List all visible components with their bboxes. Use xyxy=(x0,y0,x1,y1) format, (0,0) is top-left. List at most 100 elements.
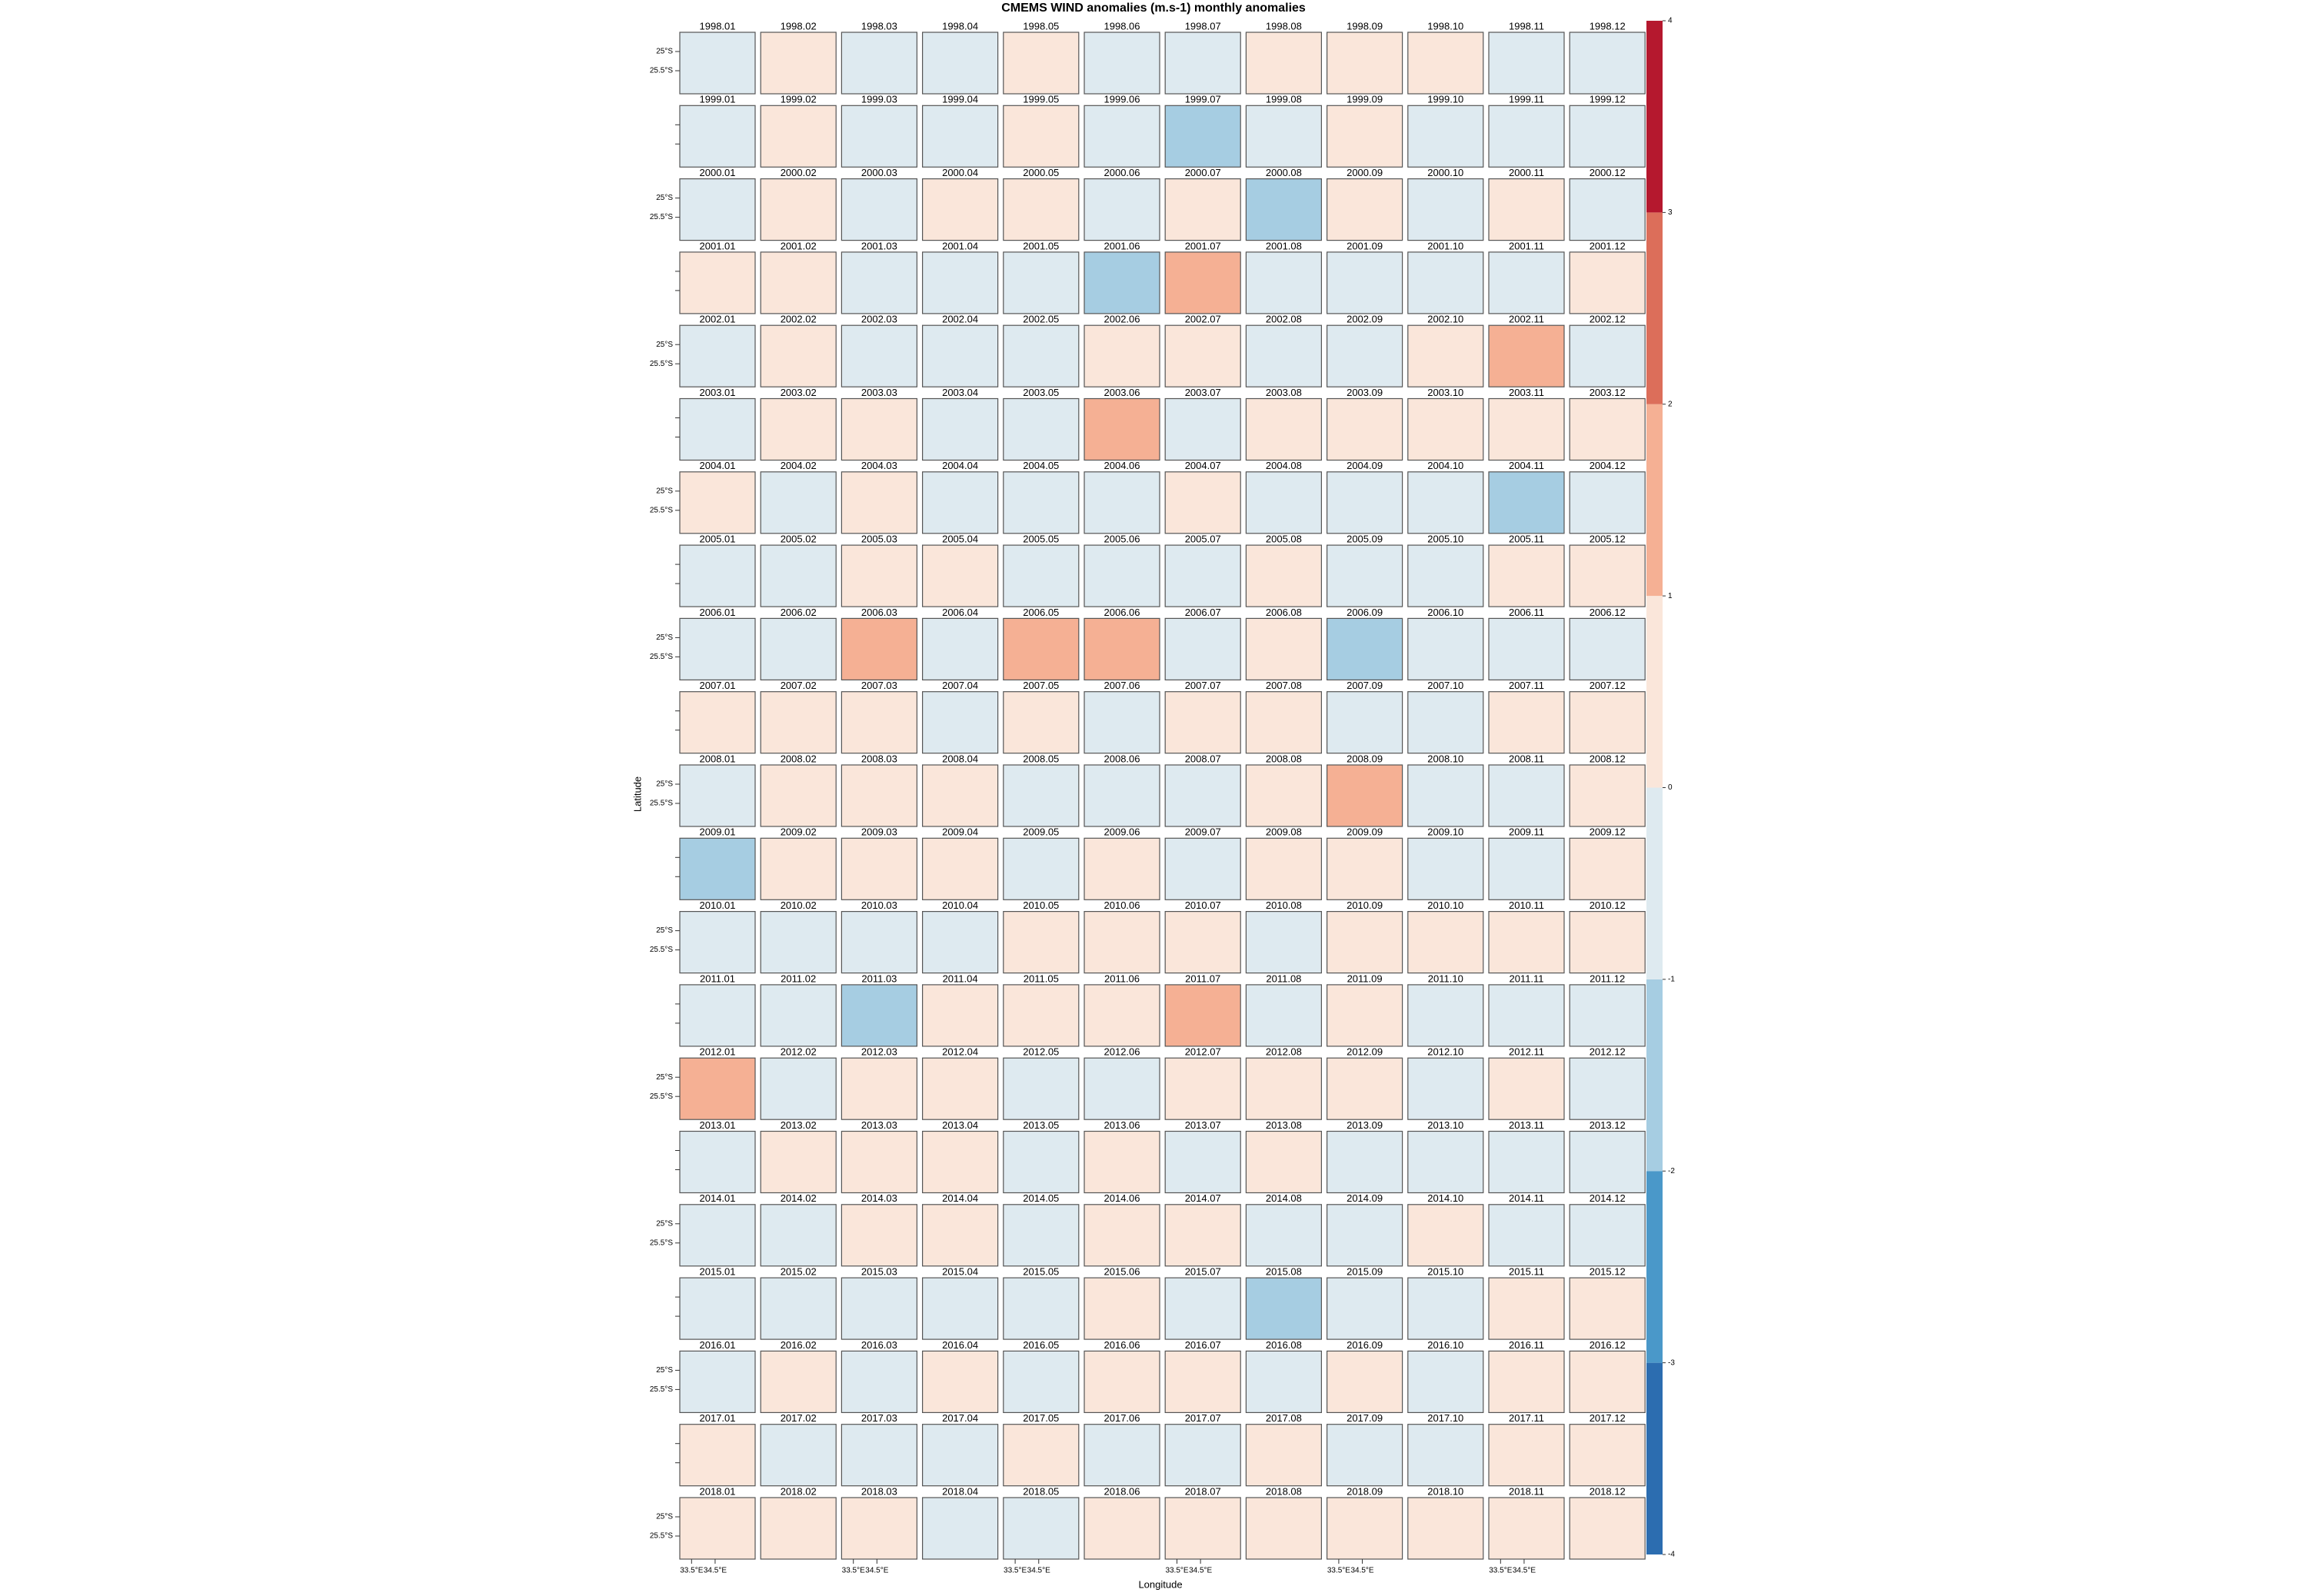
panel-title: 2007.08 xyxy=(1266,680,1302,691)
panel xyxy=(1326,397,1403,461)
panel-title: 2004.04 xyxy=(942,460,978,471)
panel-title: 2012.08 xyxy=(1266,1046,1302,1058)
panel-title: 2005.02 xyxy=(781,534,817,545)
x-axis-label: Longitude xyxy=(1138,1578,1182,1590)
colorbar-bin xyxy=(1646,787,1663,979)
panel xyxy=(1164,691,1241,754)
panel-title: 2001.09 xyxy=(1347,240,1383,251)
panel-title: 2011.04 xyxy=(943,973,978,984)
panel xyxy=(679,984,756,1047)
panel-title: 2002.04 xyxy=(942,314,978,325)
panel-title: 2010.05 xyxy=(1023,899,1059,911)
panel-title: 2010.03 xyxy=(861,899,897,911)
panel xyxy=(1003,1424,1080,1487)
panel-title: 2007.09 xyxy=(1347,680,1383,691)
panel-title: 2016.02 xyxy=(781,1339,817,1351)
colorbar-tick-label: 4 xyxy=(1668,17,1673,25)
y-tick-label: 25.5°S xyxy=(650,360,673,368)
panel xyxy=(679,1204,756,1267)
panel-title: 2012.03 xyxy=(861,1046,897,1058)
panel xyxy=(679,471,756,534)
panel-title: 2007.03 xyxy=(861,680,897,691)
panel-title: 1998.11 xyxy=(1509,20,1544,32)
x-tick-label: 34.5°E xyxy=(704,1567,727,1575)
y-tick-label: 25°S xyxy=(656,1073,673,1082)
panel-title: 2015.04 xyxy=(942,1266,978,1278)
colorbar-tick-label: -3 xyxy=(1668,1358,1675,1367)
panel-title: 2011.03 xyxy=(861,973,897,984)
panel xyxy=(1569,617,1646,681)
panel-title: 2015.07 xyxy=(1185,1266,1221,1278)
panel-title: 2002.02 xyxy=(781,314,817,325)
panel-title: 2000.08 xyxy=(1266,167,1302,178)
panel xyxy=(1245,910,1323,974)
panel-title: 2017.02 xyxy=(781,1412,817,1424)
y-tick-label: 25.5°S xyxy=(650,213,673,221)
panel xyxy=(1488,471,1565,534)
panel xyxy=(1245,1350,1323,1414)
panel-title: 2008.03 xyxy=(861,753,897,764)
panel-title: 2004.02 xyxy=(781,460,817,471)
panel xyxy=(1326,1130,1403,1194)
panel-title: 2007.04 xyxy=(942,680,978,691)
panel-title: 2017.12 xyxy=(1590,1412,1626,1424)
panel-title: 2013.02 xyxy=(781,1119,817,1131)
x-tick-label: 33.5°E xyxy=(1489,1567,1512,1575)
panel xyxy=(1407,984,1484,1047)
panel-title: 2006.12 xyxy=(1590,607,1626,618)
panel xyxy=(760,1130,837,1194)
panel xyxy=(1084,324,1160,387)
panel-title: 2004.12 xyxy=(1590,460,1626,471)
panel-title: 2013.01 xyxy=(700,1119,736,1131)
y-tick-label: 25°S xyxy=(656,341,673,349)
panel-title: 2012.01 xyxy=(700,1046,736,1058)
panel xyxy=(1488,1204,1565,1267)
panel-title: 2001.05 xyxy=(1023,240,1059,251)
panel-title: 2003.05 xyxy=(1023,387,1059,398)
panel xyxy=(760,178,837,241)
panel-title: 2004.08 xyxy=(1266,460,1302,471)
panel-title: 2010.01 xyxy=(700,899,736,911)
y-tick-label: 25.5°S xyxy=(650,800,673,808)
panel-title: 2005.03 xyxy=(861,534,897,545)
panel xyxy=(1084,1277,1160,1340)
panel xyxy=(1164,324,1241,387)
colorbar-bin xyxy=(1646,21,1663,213)
panel-title: 2012.11 xyxy=(1509,1046,1544,1058)
panel xyxy=(1407,32,1484,95)
panel-title: 2013.03 xyxy=(861,1119,897,1131)
panel-title: 2006.11 xyxy=(1509,607,1544,618)
panel xyxy=(760,397,837,461)
panel-title: 2003.01 xyxy=(700,387,736,398)
panel-title: 2009.06 xyxy=(1104,826,1140,838)
panel xyxy=(1488,1130,1565,1194)
panel xyxy=(679,837,756,900)
panel-title: 1998.10 xyxy=(1427,20,1463,32)
panel-title: 2002.05 xyxy=(1023,314,1059,325)
panel xyxy=(841,544,918,607)
panel-title: 2018.09 xyxy=(1347,1485,1383,1497)
panel-title: 2004.11 xyxy=(1509,460,1544,471)
panel-title: 2018.10 xyxy=(1427,1485,1463,1497)
panel-title: 2017.09 xyxy=(1347,1412,1383,1424)
panel-title: 2017.06 xyxy=(1104,1412,1140,1424)
panel-title: 2013.10 xyxy=(1427,1119,1463,1131)
y-tick-label: 25.5°S xyxy=(650,67,673,75)
panel xyxy=(1245,984,1323,1047)
panel xyxy=(841,1497,918,1560)
panel xyxy=(1245,32,1323,95)
panel xyxy=(1084,617,1160,681)
panel-title: 2002.12 xyxy=(1590,314,1626,325)
panel xyxy=(1488,397,1565,461)
panel xyxy=(1488,764,1565,827)
panel-title: 2018.02 xyxy=(781,1485,817,1497)
panel-title: 2014.07 xyxy=(1185,1192,1221,1204)
panel xyxy=(1488,251,1565,314)
panel-title: 2011.09 xyxy=(1347,973,1383,984)
panel-title: 2009.11 xyxy=(1509,826,1544,838)
colorbar-tick-label: 1 xyxy=(1668,592,1673,600)
panel-title: 2001.06 xyxy=(1104,240,1140,251)
panel xyxy=(1326,984,1403,1047)
